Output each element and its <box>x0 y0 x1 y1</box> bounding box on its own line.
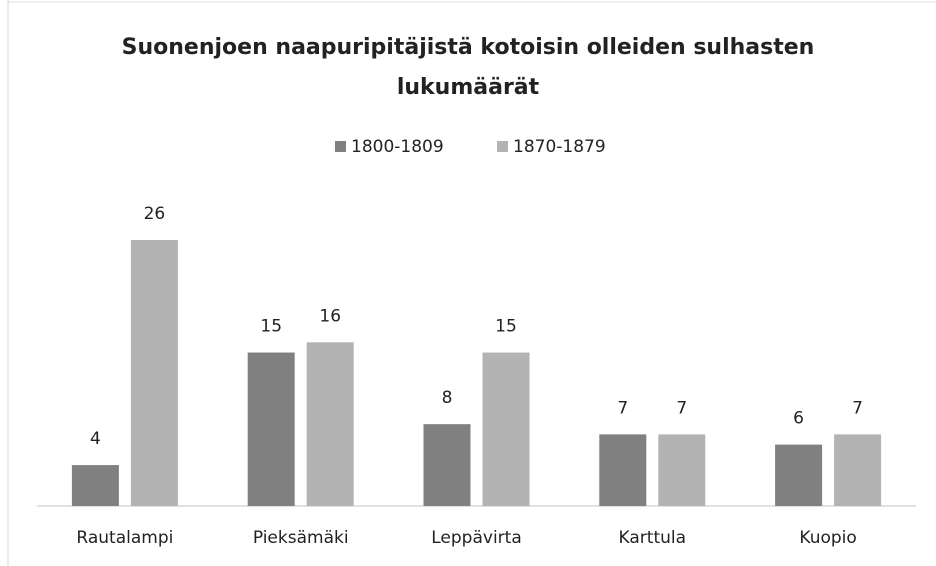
data-label: 16 <box>319 306 341 326</box>
bar <box>423 424 471 506</box>
bar <box>482 352 530 506</box>
x-tick-label: Leppävirta <box>431 528 522 548</box>
data-label: 6 <box>793 409 804 429</box>
bar <box>834 434 882 506</box>
legend-swatch <box>335 141 346 152</box>
legend-label: 1800-1809 <box>351 137 444 157</box>
data-label: 15 <box>260 317 282 337</box>
data-label: 7 <box>617 398 628 418</box>
x-tick-label: Pieksämäki <box>253 528 349 548</box>
data-label: 26 <box>144 204 166 224</box>
x-tick-label: Kuopio <box>799 528 856 548</box>
bar <box>247 352 295 506</box>
data-label: 7 <box>676 398 687 418</box>
legend-label: 1870-1879 <box>513 137 606 157</box>
bar <box>658 434 706 506</box>
chart-title: Suonenjoen naapuripitäjistä kotoisin oll… <box>121 35 815 100</box>
bar <box>306 342 354 506</box>
data-label: 8 <box>442 388 453 408</box>
data-label: 4 <box>90 429 101 449</box>
bar <box>775 444 823 506</box>
legend-swatch <box>497 141 508 152</box>
bar <box>130 240 178 506</box>
x-tick-label: Karttula <box>619 528 687 548</box>
bar <box>71 465 119 506</box>
data-label: 15 <box>495 317 517 337</box>
bar <box>599 434 647 506</box>
x-tick-label: Rautalampi <box>76 528 173 548</box>
data-label: 7 <box>852 398 863 418</box>
